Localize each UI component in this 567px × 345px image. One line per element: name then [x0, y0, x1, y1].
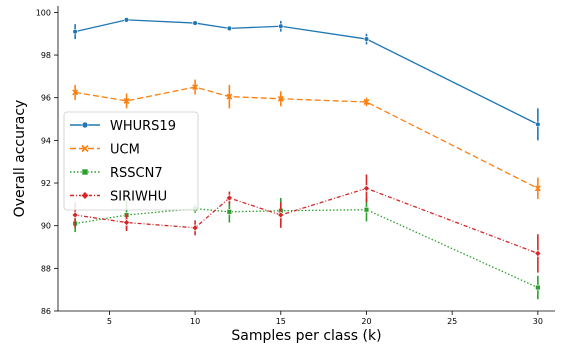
data-point — [363, 99, 370, 105]
legend-entry-whurs19: WHURS19 — [70, 119, 176, 134]
x-tick-label: 5 — [107, 317, 112, 326]
data-point — [535, 284, 541, 291]
data-point — [191, 224, 199, 232]
data-point — [123, 218, 131, 227]
series-line — [75, 207, 539, 289]
legend-label: SIRIWHU — [110, 190, 167, 205]
series-layer — [71, 17, 542, 300]
data-point — [278, 23, 284, 29]
data-point — [535, 121, 541, 128]
x-tick-label: 10 — [190, 317, 200, 326]
series-rsscn7 — [72, 197, 541, 300]
y-axis-label: Overall accuracy — [12, 100, 28, 218]
legend-frame — [63, 111, 199, 211]
y-tick-label: 100 — [36, 8, 51, 17]
y-tick-label: 92 — [41, 179, 51, 188]
legend-entry-siriwhu: SIRIWHU — [70, 190, 167, 205]
data-point — [192, 20, 198, 26]
x-tick-label: 25 — [447, 317, 457, 326]
y-tick-label: 96 — [41, 94, 51, 103]
data-point — [81, 121, 89, 129]
legend-entry-rsscn7: RSSCN7 — [70, 166, 163, 181]
marker-stroke — [534, 185, 541, 192]
data-point — [80, 191, 90, 200]
data-point — [277, 95, 284, 102]
data-point — [226, 93, 233, 100]
axes: 5 10 15 20 25 30 86 88 90 92 94 96 98 100 — [36, 6, 555, 326]
legend: WHURS19 UCM RSSCN7 SIRIWHU — [63, 111, 199, 211]
x-tick-label: 20 — [361, 317, 371, 326]
y-tick-label: 88 — [41, 264, 51, 273]
data-point — [226, 209, 233, 215]
y-tick-label: 86 — [41, 307, 51, 316]
data-point — [363, 206, 370, 213]
series-line — [74, 19, 539, 125]
legend-label: WHURS19 — [110, 119, 176, 134]
marker-stroke — [277, 95, 284, 102]
marker-stroke — [363, 99, 370, 105]
data-point — [226, 25, 233, 32]
data-point — [192, 84, 199, 91]
x-tick-label: 30 — [533, 317, 543, 326]
marker-stroke — [72, 89, 79, 96]
marker-stroke — [226, 93, 233, 100]
x-axis-label: Samples per class (k) — [231, 328, 381, 344]
x-ticks: 5 10 15 20 25 30 — [107, 311, 543, 326]
y-tick-label: 90 — [41, 222, 51, 231]
marker-stroke — [192, 84, 199, 91]
data-point — [123, 17, 130, 23]
series-siriwhu — [71, 174, 542, 273]
data-point — [534, 249, 542, 257]
data-point — [71, 211, 79, 219]
data-point — [72, 89, 79, 96]
data-point — [81, 144, 89, 153]
data-point — [72, 28, 78, 35]
x-tick-label: 15 — [276, 317, 286, 326]
data-point — [362, 184, 371, 192]
series-ucm — [72, 79, 541, 200]
legend-entry-ucm: UCM — [70, 143, 140, 158]
data-point — [123, 97, 130, 104]
series-whurs19 — [72, 17, 541, 141]
data-point — [534, 185, 541, 192]
data-point — [225, 194, 233, 202]
data-point — [81, 168, 89, 176]
data-point — [277, 211, 285, 219]
y-tick-label: 98 — [41, 51, 51, 60]
legend-label: UCM — [110, 143, 140, 158]
marker-stroke — [123, 97, 130, 104]
y-tick-label: 94 — [41, 136, 51, 145]
data-point — [363, 36, 370, 42]
y-ticks: 86 88 90 92 94 96 98 100 — [36, 8, 58, 316]
marker-stroke — [81, 144, 89, 153]
legend-label: RSSCN7 — [110, 166, 163, 181]
